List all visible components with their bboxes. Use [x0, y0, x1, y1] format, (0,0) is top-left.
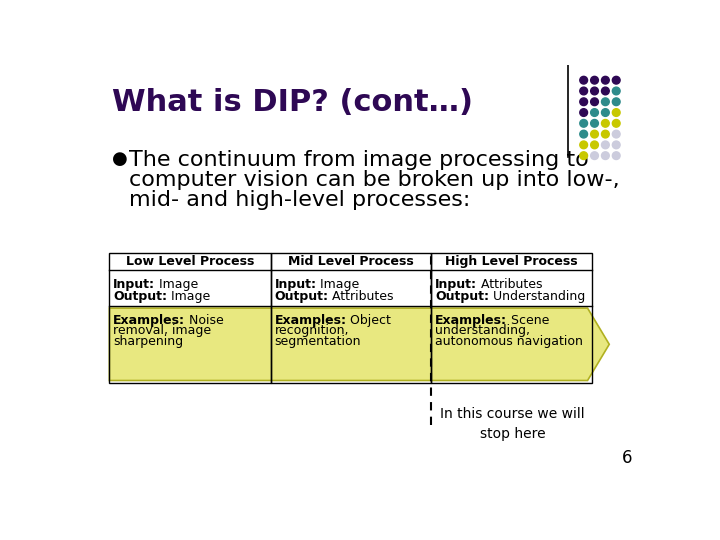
Circle shape [601, 130, 609, 138]
Bar [271, 253, 431, 383]
Text: ●: ● [112, 150, 127, 167]
Bar [431, 253, 593, 383]
Text: sharpening: sharpening [113, 335, 184, 348]
Circle shape [580, 152, 588, 159]
Text: Mid Level Process: Mid Level Process [288, 255, 414, 268]
Text: Output:: Output: [435, 291, 489, 303]
Circle shape [612, 98, 620, 106]
Text: Output:: Output: [274, 291, 328, 303]
Text: 6: 6 [622, 449, 632, 467]
Text: recognition,: recognition, [274, 325, 349, 338]
Circle shape [590, 130, 598, 138]
Polygon shape [109, 308, 609, 381]
Circle shape [601, 87, 609, 95]
Circle shape [612, 130, 620, 138]
Text: Image: Image [317, 278, 360, 291]
Circle shape [580, 141, 588, 148]
Text: What is DIP? (cont…): What is DIP? (cont…) [112, 88, 473, 117]
Circle shape [612, 76, 620, 84]
Circle shape [612, 152, 620, 159]
Text: Object: Object [346, 314, 392, 327]
Text: Input:: Input: [274, 278, 317, 291]
Bar [109, 253, 271, 383]
Circle shape [590, 76, 598, 84]
Text: Examples:: Examples: [435, 314, 507, 327]
Text: Examples:: Examples: [113, 314, 185, 327]
Circle shape [580, 119, 588, 127]
Text: Low Level Process: Low Level Process [126, 255, 254, 268]
Text: In this course we will
stop here: In this course we will stop here [440, 408, 585, 441]
Circle shape [590, 87, 598, 95]
Text: autonomous navigation: autonomous navigation [435, 335, 582, 348]
Circle shape [590, 119, 598, 127]
Circle shape [580, 109, 588, 117]
Circle shape [612, 87, 620, 95]
Circle shape [580, 98, 588, 106]
Circle shape [612, 119, 620, 127]
Circle shape [590, 141, 598, 148]
Text: High Level Process: High Level Process [445, 255, 578, 268]
Text: Noise: Noise [185, 314, 224, 327]
Circle shape [601, 141, 609, 148]
Text: computer vision can be broken up into low-,: computer vision can be broken up into lo… [129, 170, 619, 190]
Circle shape [612, 141, 620, 148]
Text: Image: Image [167, 291, 210, 303]
Text: Attributes: Attributes [477, 278, 542, 291]
Circle shape [590, 109, 598, 117]
Text: segmentation: segmentation [274, 335, 361, 348]
Circle shape [612, 109, 620, 117]
Circle shape [580, 76, 588, 84]
Text: Attributes: Attributes [328, 291, 394, 303]
Text: Output:: Output: [113, 291, 167, 303]
Circle shape [601, 109, 609, 117]
Circle shape [601, 119, 609, 127]
Text: Input:: Input: [435, 278, 477, 291]
Text: Scene: Scene [507, 314, 549, 327]
Text: mid- and high-level processes:: mid- and high-level processes: [129, 190, 470, 210]
Text: Understanding: Understanding [489, 291, 585, 303]
Circle shape [601, 98, 609, 106]
Text: removal, image: removal, image [113, 325, 212, 338]
Circle shape [590, 98, 598, 106]
Text: The continuum from image processing to: The continuum from image processing to [129, 150, 588, 170]
Text: Examples:: Examples: [274, 314, 346, 327]
Text: understanding,: understanding, [435, 325, 530, 338]
Text: Input:: Input: [113, 278, 156, 291]
Circle shape [601, 152, 609, 159]
Circle shape [580, 130, 588, 138]
Circle shape [580, 87, 588, 95]
Text: Image: Image [156, 278, 199, 291]
Circle shape [590, 152, 598, 159]
Circle shape [601, 76, 609, 84]
